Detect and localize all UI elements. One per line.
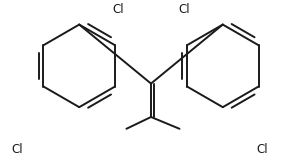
Text: Cl: Cl	[256, 143, 268, 156]
Text: Cl: Cl	[113, 3, 124, 16]
Text: Cl: Cl	[178, 3, 190, 16]
Text: Cl: Cl	[11, 143, 23, 156]
